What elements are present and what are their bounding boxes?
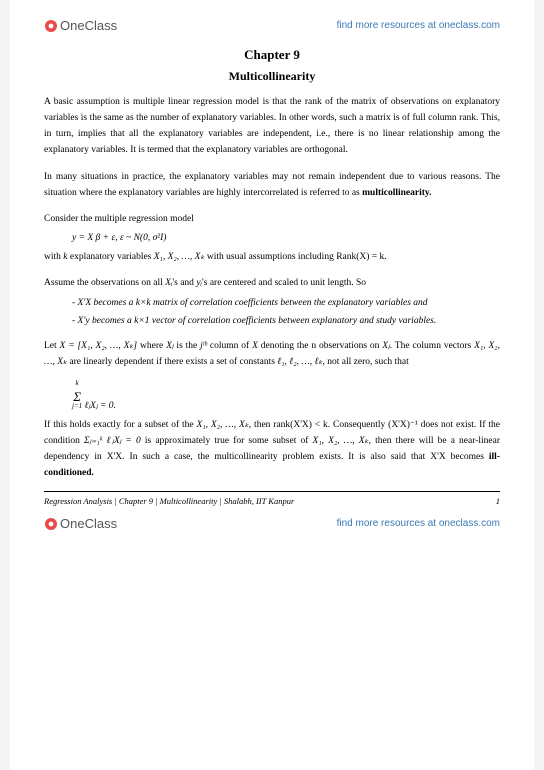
brand-logo[interactable]: OneClass [44,18,117,33]
page-footer-brand: OneClass find more resources at oneclass… [44,516,500,531]
paragraph-assume: Assume the observations on all Xᵢ's and … [44,275,500,291]
list-item: - X'y becomes a k×1 vector of correlatio… [72,313,500,329]
paragraph-ill-conditioned: If this holds exactly for a subset of th… [44,417,500,482]
list-item: - X'X becomes a k×k matrix of correlatio… [72,295,500,311]
footer-citation: Regression Analysis | Chapter 9 | Multic… [44,496,294,506]
brand-name-footer: OneClass [60,516,117,531]
equation-sum-zero: k Σ j=1 ℓⱼXⱼ = 0. [72,380,500,411]
document-page: OneClass find more resources at oneclass… [10,0,534,770]
logo-icon [44,517,58,531]
chapter-number: Chapter 9 [44,47,500,63]
brand-name: OneClass [60,18,117,33]
p2-text: In many situations in practice, the expl… [44,172,500,198]
paragraph-intro: A basic assumption is multiple linear re… [44,94,500,159]
equation-regression-model: y = X β + ε, ε ~ N(0, σ²I) [72,233,500,243]
page-footer: Regression Analysis | Chapter 9 | Multic… [44,491,500,506]
brand-logo-footer[interactable]: OneClass [44,516,117,531]
paragraph-k-vars: with k explanatory variables X₁, X₂, …, … [44,249,500,265]
paragraph-model-intro: Consider the multiple regression model [44,211,500,227]
footer-resources-link[interactable]: find more resources at oneclass.com [337,518,500,529]
header-resources-link[interactable]: find more resources at oneclass.com [337,20,500,31]
paragraph-multicollinearity-def: In many situations in practice, the expl… [44,169,500,201]
correlation-list: - X'X becomes a k×k matrix of correlatio… [72,295,500,329]
page-header: OneClass find more resources at oneclass… [44,18,500,33]
paragraph-linear-dep: Let X = [X₁, X₂, …, Xₖ] where Xⱼ is the … [44,338,500,370]
p2-bold: multicollinearity. [362,188,431,198]
chapter-title: Multicollinearity [44,69,500,84]
page-number: 1 [496,496,500,506]
logo-icon [44,19,58,33]
